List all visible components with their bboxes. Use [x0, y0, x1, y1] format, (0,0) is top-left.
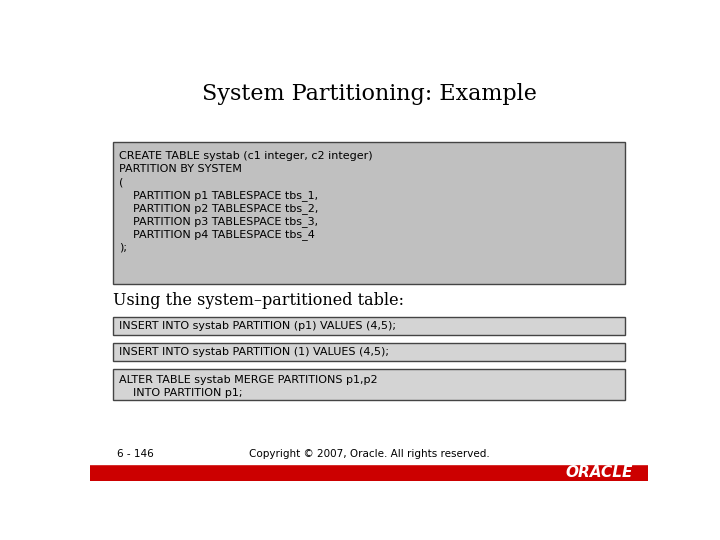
Text: CREATE TABLE systab (c1 integer, c2 integer): CREATE TABLE systab (c1 integer, c2 inte…: [120, 151, 373, 161]
Text: PARTITION p2 TABLESPACE tbs_2,: PARTITION p2 TABLESPACE tbs_2,: [120, 204, 319, 214]
Text: INTO PARTITION p1;: INTO PARTITION p1;: [120, 388, 243, 398]
FancyBboxPatch shape: [113, 316, 625, 335]
Text: (: (: [120, 177, 124, 187]
FancyBboxPatch shape: [113, 343, 625, 361]
Text: INSERT INTO systab PARTITION (p1) VALUES (4,5);: INSERT INTO systab PARTITION (p1) VALUES…: [120, 321, 397, 331]
Text: PARTITION p3 TABLESPACE tbs_3,: PARTITION p3 TABLESPACE tbs_3,: [120, 217, 318, 227]
Text: INSERT INTO systab PARTITION (1) VALUES (4,5);: INSERT INTO systab PARTITION (1) VALUES …: [120, 347, 390, 357]
Bar: [90, 464, 648, 481]
FancyBboxPatch shape: [113, 369, 625, 400]
Text: System Partitioning: Example: System Partitioning: Example: [202, 83, 536, 105]
Text: ORACLE: ORACLE: [565, 464, 632, 480]
Text: Using the system–partitioned table:: Using the system–partitioned table:: [113, 292, 404, 309]
Text: Copyright © 2007, Oracle. All rights reserved.: Copyright © 2007, Oracle. All rights res…: [248, 449, 490, 460]
FancyBboxPatch shape: [113, 142, 625, 284]
Text: 6 - 146: 6 - 146: [117, 449, 154, 460]
Text: );: );: [120, 242, 127, 253]
Text: PARTITION p1 TABLESPACE tbs_1,: PARTITION p1 TABLESPACE tbs_1,: [120, 190, 318, 201]
Text: PARTITION BY SYSTEM: PARTITION BY SYSTEM: [120, 164, 243, 174]
Text: PARTITION p4 TABLESPACE tbs_4: PARTITION p4 TABLESPACE tbs_4: [120, 230, 315, 240]
Text: ALTER TABLE systab MERGE PARTITIONS p1,p2: ALTER TABLE systab MERGE PARTITIONS p1,p…: [120, 375, 378, 385]
